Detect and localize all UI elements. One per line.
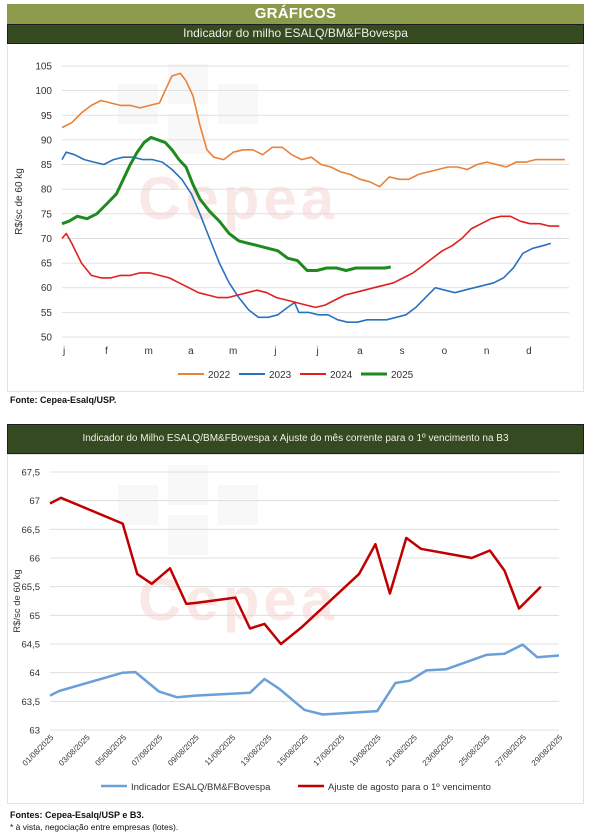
x-tick-label: 21/08/2025 — [384, 733, 419, 768]
y-tick-label: 63 — [29, 726, 40, 737]
y-tick-label: 80 — [41, 185, 53, 196]
y-tick-label: 67,5 — [22, 468, 41, 479]
chart2-source: Fontes: Cepea-Esalq/USP e B3. — [10, 810, 144, 820]
watermark-logo: Cepea — [138, 165, 339, 232]
x-tick-label: f — [105, 346, 108, 357]
chart1-source: Fonte: Cepea-Esalq/USP. — [10, 395, 117, 405]
series-line-2024 — [61, 215, 560, 309]
legend-label-2025: 2025 — [391, 370, 414, 381]
series-line-indicador — [49, 643, 560, 716]
section-header: GRÁFICOS — [7, 4, 584, 24]
chart1-area: Cepea 50 55 60 65 70 75 80 85 90 95 100 105 j f m a m j j a… — [7, 44, 584, 392]
x-tick-label: o — [442, 346, 448, 357]
section-title: GRÁFICOS — [254, 5, 337, 22]
x-tick-label: 07/08/2025 — [130, 733, 165, 768]
y-tick-label: 70 — [41, 234, 53, 245]
y-tick-label: 64,5 — [22, 640, 41, 651]
y-tick-label: 64 — [29, 668, 40, 679]
x-tick-label: 11/08/2025 — [203, 733, 238, 768]
x-tick-label: 05/08/2025 — [93, 733, 128, 768]
legend-label-2024: 2024 — [330, 370, 353, 381]
x-tick-label: 23/08/2025 — [421, 733, 456, 768]
y-tick-label: 105 — [35, 62, 52, 73]
x-tick-label: a — [188, 346, 194, 357]
y-tick-label: 100 — [35, 86, 52, 97]
series-line-2025 — [61, 135, 391, 272]
y-tick-label: 67 — [29, 496, 40, 507]
x-tick-label: a — [357, 346, 363, 357]
chart1-title: Indicador do milho ESALQ/BM&FBovespa — [7, 24, 584, 44]
y-tick-label: 50 — [41, 333, 53, 344]
chart1-svg: 50 55 60 65 70 75 80 85 90 95 100 105 j f m a m j j a s o n d R$… — [14, 62, 569, 381]
x-tick-label: 03/08/2025 — [57, 733, 92, 768]
x-tick-label: 27/08/2025 — [493, 733, 528, 768]
chart2-svg: 63 63,5 64 64,5 65 65,5 66 66,5 67 67,5 01/08/2025… — [12, 468, 565, 794]
watermark-square — [118, 485, 158, 525]
y-axis-label: R$/sc de 60 kg — [14, 168, 25, 235]
x-tick-label: 09/08/2025 — [166, 733, 201, 768]
chart2-area: Cepea 63 63,5 64 64,5 65 65,5 66 66,5 67 67,5 01/0… — [7, 454, 584, 804]
legend-label-2023: 2023 — [269, 370, 292, 381]
chart2-note: * à vista, negociação entre empresas (lo… — [10, 822, 179, 832]
y-tick-label: 85 — [41, 160, 53, 171]
x-tick-label: 17/08/2025 — [312, 733, 347, 768]
y-tick-label: 65,5 — [22, 582, 41, 593]
x-tick-label: m — [144, 346, 152, 357]
x-tick-label: m — [229, 346, 237, 357]
y-axis-label: R$/sc de 60 kg — [12, 569, 23, 632]
y-tick-label: 75 — [41, 209, 53, 220]
x-tick-label: j — [273, 346, 276, 357]
y-tick-label: 60 — [41, 283, 53, 294]
x-tick-label: n — [484, 346, 490, 357]
watermark-square — [168, 515, 208, 555]
x-tick-label: 25/08/2025 — [457, 733, 492, 768]
x-tick-label: s — [400, 346, 405, 357]
x-tick-label: 01/08/2025 — [21, 733, 56, 768]
x-tick-label: j — [315, 346, 318, 357]
y-tick-label: 55 — [41, 308, 53, 319]
x-tick-label: 29/08/2025 — [530, 733, 565, 768]
legend-label-indicador: Indicador ESALQ/BM&FBovespa — [131, 782, 271, 793]
chart2-title: Indicador do Milho ESALQ/BM&FBovespa x A… — [7, 424, 584, 454]
y-tick-label: 95 — [41, 111, 53, 122]
x-tick-label: d — [526, 346, 532, 357]
watermark-square — [168, 114, 208, 154]
x-tick-label: 13/08/2025 — [239, 733, 274, 768]
series-line-2023 — [61, 151, 552, 323]
x-tick-label: j — [62, 346, 65, 357]
x-tick-label: 19/08/2025 — [348, 733, 383, 768]
y-tick-label: 63,5 — [22, 697, 41, 708]
x-tick-label: 15/08/2025 — [275, 733, 310, 768]
y-tick-label: 65 — [29, 611, 40, 622]
series-line-2022 — [61, 72, 565, 188]
y-tick-label: 66 — [29, 554, 40, 565]
series-line-ajuste — [49, 496, 542, 646]
y-tick-label: 65 — [41, 259, 53, 270]
y-tick-label: 66,5 — [22, 525, 41, 536]
y-tick-label: 90 — [41, 135, 53, 146]
legend-label-2022: 2022 — [208, 370, 231, 381]
legend-label-ajuste: Ajuste de agosto para o 1º vencimento — [328, 782, 491, 793]
watermark-square — [218, 485, 258, 525]
